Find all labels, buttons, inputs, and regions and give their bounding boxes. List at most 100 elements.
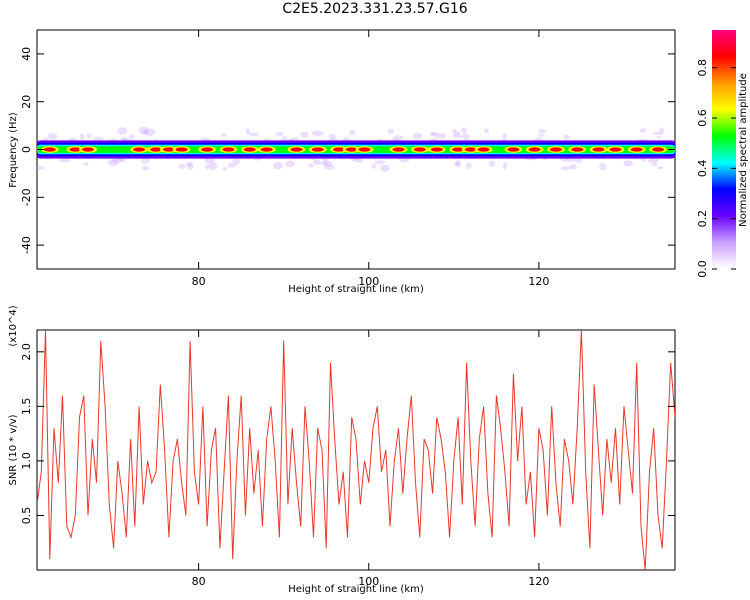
spectrogram-hotspot (507, 147, 520, 152)
spectrogram-halo (328, 134, 337, 139)
snr-xtick-label: 80 (192, 575, 206, 588)
spectrogram-halo (86, 133, 92, 139)
spectrogram-hotspot (150, 147, 163, 152)
spectrogram-halo (659, 127, 664, 134)
snr-ytick-label: 1.0 (20, 452, 33, 470)
spectrogram-halo (128, 134, 135, 140)
spectrogram-halo (285, 160, 295, 168)
spectrogram-halo (312, 130, 324, 137)
spectrogram-halo (455, 160, 462, 168)
spectrogram-halo (120, 137, 128, 141)
spectrogram-hotspot (43, 147, 56, 152)
spectrogram-halo (412, 132, 422, 140)
spectrogram-hotspot (430, 147, 443, 152)
spectrogram-hotspot (82, 147, 94, 152)
spectrogram-halo (560, 166, 571, 170)
spectrogram-halo (639, 128, 647, 133)
spectrogram-halo (538, 129, 546, 134)
spectrogram-halo (657, 166, 664, 170)
spectrogram-halo (142, 130, 147, 134)
snr-frame (36, 329, 676, 571)
colorbar: 0.0 0.2 0.4 0.6 0.8 Normalized spectral ampl… (696, 30, 749, 278)
spectrogram-halo (452, 131, 461, 136)
spectrogram-ytick-label: -40 (20, 236, 33, 254)
spectrogram-halo (37, 165, 44, 170)
spectrogram-halo (466, 162, 472, 170)
spectrogram-halo (117, 127, 128, 135)
colorbar-tick-label: 0.0 (696, 260, 709, 278)
spectrogram-hotspot (392, 147, 405, 152)
spectrogram-halo (208, 162, 218, 170)
spectrogram-halo (141, 157, 150, 164)
spectrogram-halo (79, 133, 85, 140)
snr-ylabel: SNR (10 * v/v) (8, 414, 19, 485)
colorbar-tick-label: 0.6 (696, 109, 709, 127)
spectrogram-halo (141, 166, 150, 171)
spectrogram-halo (461, 133, 470, 140)
spectrogram-halo (245, 127, 251, 135)
spectrogram-hotspot (133, 147, 146, 152)
spectrogram-ytick-label: -20 (20, 188, 33, 206)
spectrogram-ticks: 80 100 120 -40 -20 0 20 40 (20, 30, 675, 288)
spectrogram-halo (349, 129, 356, 136)
spectrogram-halo (320, 161, 328, 166)
snr-ytick-label: 0.5 (20, 507, 33, 525)
spectrogram-ylabel: Frequency (Hz) (8, 112, 19, 188)
spectrogram-halo (273, 161, 283, 170)
spectrogram-halo (461, 127, 467, 134)
spectrogram-hotspot (630, 147, 643, 152)
spectrogram-hotspot (175, 147, 188, 152)
spectrogram-panel: 80 100 120 -40 -20 0 20 40 Height of straight l… (8, 29, 676, 295)
spectrogram-halo (371, 164, 377, 169)
spectrogram-halo (93, 136, 104, 141)
spectrogram-hotspot (260, 147, 273, 152)
snr-xtick-label: 120 (528, 575, 549, 588)
spectrogram-halo (232, 158, 241, 165)
spectrogram-hotspot (592, 147, 605, 152)
colorbar-tick-label: 0.2 (696, 210, 709, 228)
spectrogram-halo (651, 162, 658, 167)
colorbar-gradient (712, 30, 736, 269)
spectrogram-hotspot (290, 147, 303, 152)
spectrogram-halo (380, 164, 390, 172)
spectrogram-halo (647, 158, 659, 163)
spectrogram-halo (308, 163, 314, 168)
spectrogram-halo (484, 128, 489, 134)
spectrogram-hotspot (69, 147, 82, 152)
spectrogram-halo (111, 158, 123, 163)
spectrogram-hotspot (333, 147, 345, 152)
spectrogram-halo (313, 159, 321, 165)
spectrogram-halo (275, 131, 284, 136)
spectrogram-hotspot (358, 147, 371, 152)
spectrogram-hotspot (652, 147, 664, 152)
spectrogram-halo (569, 164, 577, 170)
spectrogram-hotspot (345, 147, 358, 152)
colorbar-ticks: 0.0 0.2 0.4 0.6 0.8 (696, 59, 736, 278)
spectrogram-band (37, 126, 675, 172)
spectrogram-halo (249, 132, 259, 137)
spectrogram-hotspot (528, 147, 541, 152)
spectrogram-halo (502, 133, 507, 140)
spectrogram-hotspot (452, 147, 465, 152)
snr-ticks: 80 100 120 0.5 1.0 1.5 2.0 (20, 330, 675, 588)
spectrogram-halo (452, 134, 462, 139)
spectrogram-halo (185, 162, 194, 167)
spectrogram-ytick-label: 0 (20, 146, 33, 153)
spectrogram-hotspot (609, 147, 622, 152)
spectrogram-halo (452, 128, 457, 133)
snr-xlabel: Height of straight line (km) (288, 584, 424, 595)
spectrogram-hotspot (162, 147, 175, 152)
spectrogram-halo (488, 160, 496, 167)
spectrogram-halo (83, 162, 89, 166)
spectrogram-hotspot (311, 147, 324, 152)
spectrogram-halo (323, 161, 333, 167)
snr-panel: 80 100 120 0.5 1.0 1.5 2.0 Height of straight … (8, 305, 676, 595)
spectrogram-halo (58, 158, 71, 163)
spectrogram-xtick-label: 80 (192, 275, 206, 288)
spectrogram-hotspot (201, 147, 214, 152)
spectrogram-halo (291, 137, 299, 141)
snr-ytick-label: 1.5 (20, 398, 33, 416)
spectrogram-halo (429, 131, 435, 137)
spectrogram-halo (656, 135, 662, 139)
